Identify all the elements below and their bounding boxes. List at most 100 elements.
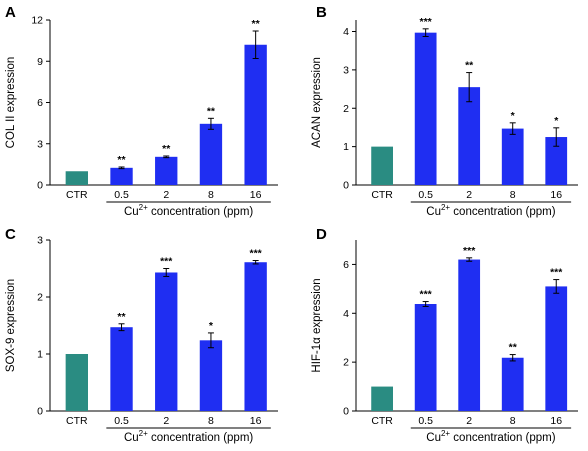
bar-control [371,386,393,411]
significance-label: *** [463,245,476,257]
x-axis-title: Cu2+ concentration (ppm) [124,203,253,218]
panel-a: A 0 3 6 9 12 COL II expression CTR ** 0.5 ** 2 ** 8 **… [5,4,278,218]
x-tick-label: 2 [466,189,472,201]
bar-treated [110,327,133,411]
significance-label: ** [509,342,518,354]
significance-label: ** [117,311,126,323]
y-tick-label: 9 [37,56,43,68]
panel-letter: B [316,4,327,21]
panel-d: D 0 2 4 6 HIF-1α expression CTR *** 0.5 *** 2 ** 8 **… [311,226,578,444]
x-axis-title-main: Cu [124,432,139,444]
significance-label: *** [550,267,563,279]
x-axis-title-sup: 2+ [441,203,450,212]
significance-label: *** [420,289,433,301]
x-axis-title-main: Cu [124,206,139,218]
x-tick-label: CTR [371,415,393,427]
x-axis-title-sup: 2+ [139,429,148,438]
significance-label: * [511,110,516,122]
y-tick-label: 6 [343,259,349,271]
x-tick-label: 16 [250,189,262,201]
x-axis-title-sup: 2+ [441,429,450,438]
x-tick-label: 2 [163,415,169,427]
y-tick-label: 0 [343,406,349,418]
panel-b: B 0 1 2 3 4 ACAN expression CTR *** 0.5 ** 2 * 8 * 16 Cu… [311,4,578,218]
x-tick-label: 8 [208,189,214,201]
y-tick-label: 3 [37,138,43,150]
bar-treated [545,286,568,411]
y-tick-label: 2 [343,357,349,369]
x-axis-title-rest: concentration (ppm) [450,206,556,218]
significance-label: ** [162,143,171,155]
significance-label: * [209,320,214,332]
x-axis-title-rest: concentration (ppm) [450,432,556,444]
x-axis-title-main: Cu [426,206,441,218]
bar-treated [199,123,223,185]
y-tick-label: 0 [37,406,43,418]
y-axis-title: SOX-9 expression [5,279,17,372]
panel-letter: A [5,4,16,21]
x-axis-title: Cu2+ concentration (ppm) [426,203,555,218]
x-tick-label: 16 [250,415,262,427]
x-axis-title-sup: 2+ [139,203,148,212]
x-tick-label: 2 [163,189,169,201]
x-axis-title-rest: concentration (ppm) [148,432,254,444]
y-tick-label: 2 [343,103,349,115]
x-tick-label: 2 [466,415,472,427]
x-tick-label: CTR [66,415,88,427]
y-tick-label: 4 [343,308,349,320]
y-axis-title: COL II expression [5,57,17,149]
bar-treated [155,156,178,185]
panel-letter: C [5,226,16,243]
significance-label: ** [117,154,126,166]
x-tick-label: 0.5 [418,415,433,427]
x-axis-title-rest: concentration (ppm) [148,206,254,218]
significance-label: *** [420,16,433,28]
bar-treated [414,304,437,411]
significance-label: ** [207,105,216,117]
y-tick-label: 1 [37,349,43,361]
y-tick-label: 3 [343,64,349,76]
x-tick-label: 16 [550,189,562,201]
x-tick-label: CTR [66,189,88,201]
y-tick-label: 0 [37,180,43,192]
bar-treated [199,340,223,411]
y-tick-label: 12 [31,15,43,27]
bar-control [65,354,88,411]
bar-treated [501,128,524,185]
significance-label: * [554,115,559,127]
bar-control [371,146,393,185]
bar-treated [244,262,267,411]
x-tick-label: 0.5 [114,415,129,427]
y-tick-label: 1 [343,141,349,153]
bar-treated [110,167,133,185]
bar-treated [458,87,481,185]
bar-treated [545,137,568,185]
x-axis-title: Cu2+ concentration (ppm) [426,429,555,444]
bar-control [65,171,88,185]
panel-letter: D [316,226,327,243]
x-tick-label: 0.5 [418,189,433,201]
y-tick-label: 3 [37,235,43,247]
significance-label: *** [250,248,263,260]
y-axis-title: ACAN expression [311,57,323,148]
x-tick-label: 8 [208,415,214,427]
significance-label: *** [160,256,173,268]
bar-treated [458,259,481,411]
bar-treated [155,272,178,411]
x-axis-title-main: Cu [426,432,441,444]
bar-treated [501,357,524,411]
significance-label: ** [465,60,474,72]
bar-treated [414,32,437,185]
y-tick-label: 4 [343,26,349,38]
x-tick-label: 8 [510,189,516,201]
x-tick-label: 16 [550,415,562,427]
significance-label: ** [252,18,261,30]
x-tick-label: 8 [510,415,516,427]
y-tick-label: 0 [343,180,349,192]
x-tick-label: CTR [371,189,393,201]
y-axis-title: HIF-1α expression [311,278,323,372]
panel-c: C 0 1 2 3 SOX-9 expression CTR ** 0.5 *** 2 * 8 *** 16… [5,226,278,444]
x-axis-title: Cu2+ concentration (ppm) [124,429,253,444]
y-tick-label: 2 [37,292,43,304]
